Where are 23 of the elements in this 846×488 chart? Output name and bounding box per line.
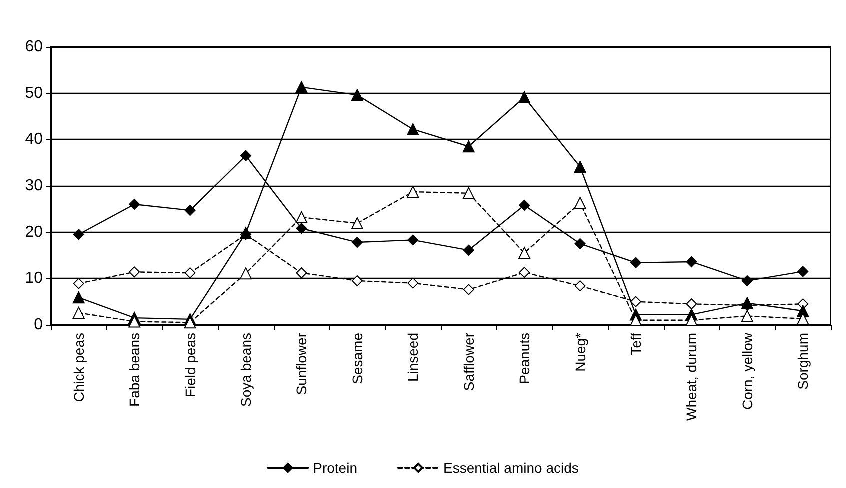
x-tick-label: Corn, yellow xyxy=(739,332,756,410)
x-tick-label: Nueg* xyxy=(572,332,588,372)
legend-label: Essential amino acids xyxy=(443,460,579,476)
x-tick-label: Teff xyxy=(628,332,644,356)
x-tick-label: Sorghum xyxy=(795,333,812,390)
y-tick-label: 0 xyxy=(34,316,44,334)
x-tick-label: Sesame xyxy=(349,332,366,384)
y-tick-label: 40 xyxy=(25,131,44,148)
x-tick-label: Safflower xyxy=(460,332,477,392)
x-tick-label: Faba beans xyxy=(126,333,143,407)
legend-label: Protein xyxy=(313,460,358,476)
x-tick-label: Soya beans xyxy=(238,333,254,407)
x-tick-label: Field peas xyxy=(182,333,198,398)
y-tick-label: 20 xyxy=(25,224,44,241)
x-tick-label: Wheat, durum xyxy=(684,333,700,421)
y-tick-label: 10 xyxy=(25,270,44,288)
x-tick-label: Sunflower xyxy=(294,332,310,396)
x-tick-label: Peanuts xyxy=(516,333,533,384)
x-tick-label: Chick peas xyxy=(70,333,87,402)
y-tick-label: 50 xyxy=(25,84,44,102)
y-tick-label: 30 xyxy=(25,178,44,194)
y-tick-label: 60 xyxy=(25,38,44,56)
x-tick-label: Linseed xyxy=(405,333,422,382)
